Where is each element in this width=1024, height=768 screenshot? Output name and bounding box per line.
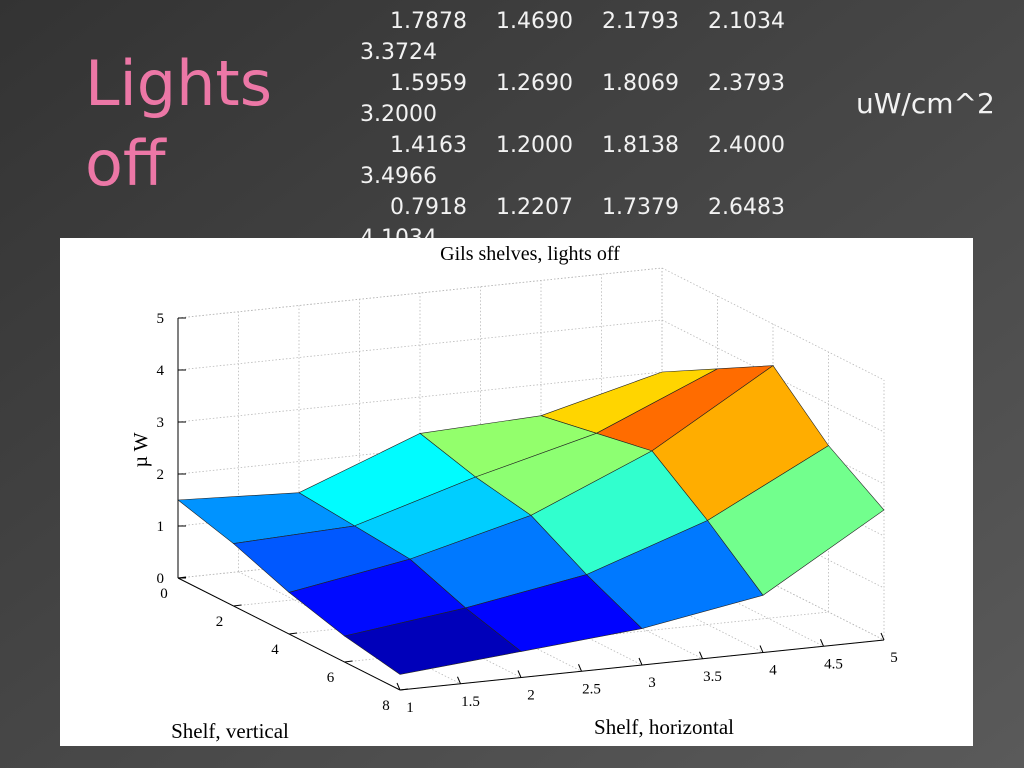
table-cell: 0.7918 <box>390 195 467 220</box>
table-cell: 1.2000 <box>496 133 573 158</box>
tick-mark <box>399 688 409 691</box>
grid-line <box>661 267 885 381</box>
y-tick-label: 6 <box>327 670 335 686</box>
tick-mark <box>578 664 582 672</box>
x-tick-label: 4 <box>769 663 777 679</box>
chart-title: Gils shelves, lights off <box>440 243 620 265</box>
table-cell: 3.3724 <box>360 40 437 65</box>
x-tick-label: 3 <box>648 675 656 691</box>
y-axis-label: Shelf, vertical <box>171 719 289 743</box>
table-cell: 2.4000 <box>708 133 785 158</box>
grid-line <box>661 475 885 589</box>
table-cell: 2.3793 <box>708 71 785 96</box>
tick-mark <box>880 632 885 641</box>
grid-line <box>661 371 885 485</box>
surface-face <box>343 607 522 675</box>
z-tick-label: 4 <box>157 363 165 379</box>
x-tick-label: 5 <box>890 650 898 666</box>
grid-line <box>601 533 824 647</box>
x-tick-label: 2.5 <box>582 681 601 697</box>
grid-line <box>177 371 663 423</box>
grid-line <box>359 558 582 672</box>
table-cell: 3.4966 <box>360 164 437 189</box>
tick-mark <box>344 660 353 663</box>
unit-label: uW/cm^2 <box>856 87 995 120</box>
tick-mark <box>457 676 461 684</box>
slide-title: Lights off <box>85 47 272 200</box>
grid-line <box>480 546 703 660</box>
z-tick-label: 2 <box>157 467 165 483</box>
grid-line <box>177 423 663 475</box>
tick-mark <box>233 604 242 607</box>
table-cell: 1.8138 <box>602 133 679 158</box>
tick-mark <box>759 645 764 653</box>
y-tick-label: 8 <box>382 698 390 714</box>
x-tick-label: 1 <box>406 700 414 716</box>
z-tick-label: 5 <box>157 311 165 327</box>
table-cell: 1.7878 <box>390 9 467 34</box>
z-tick-label: 3 <box>157 415 165 431</box>
grid-line <box>419 552 643 666</box>
y-tick-label: 0 <box>160 586 168 602</box>
table-cell: 2.1034 <box>708 9 785 34</box>
table-cell: 2.6483 <box>708 195 785 220</box>
table-cell: 1.2207 <box>496 195 573 220</box>
y-tick-label: 2 <box>216 614 224 630</box>
tick-mark <box>396 682 401 691</box>
grid-line <box>177 267 663 319</box>
tick-mark <box>288 632 298 635</box>
table-cell: 1.7379 <box>602 195 679 220</box>
table-cell: 3.2000 <box>360 102 437 127</box>
z-tick-label: 0 <box>157 571 165 587</box>
x-axis-label: Shelf, horizontal <box>594 715 734 739</box>
grid-line <box>540 540 764 653</box>
x-tick-label: 1.5 <box>461 694 480 710</box>
table-cell: 1.8069 <box>602 71 679 96</box>
grid-line <box>177 319 663 371</box>
z-tick-label: 1 <box>157 519 165 535</box>
table-cell: 1.5959 <box>390 71 467 96</box>
tick-mark <box>177 576 187 579</box>
tick-mark <box>638 657 643 666</box>
z-axis-label: µ W <box>130 432 152 467</box>
grid-line <box>298 565 522 678</box>
table-cell: 1.2690 <box>496 71 573 96</box>
tick-mark <box>699 651 703 659</box>
x-tick-label: 3.5 <box>703 669 722 685</box>
tick-mark <box>517 670 522 678</box>
grid-line <box>661 527 885 641</box>
table-cell: 2.1793 <box>602 9 679 34</box>
grid-line <box>661 319 885 433</box>
grid-line <box>177 527 663 579</box>
y-tick-label: 4 <box>271 642 279 658</box>
x-tick-label: 4.5 <box>824 656 843 672</box>
table-cell: 1.4163 <box>390 133 467 158</box>
x-tick-label: 2 <box>527 688 535 704</box>
value-table: 1.7878 1.4690 2.1793 2.1034 3.3724 1.5959 1.26… <box>360 9 785 251</box>
table-cell: 1.4690 <box>496 9 573 34</box>
tick-mark <box>820 639 824 647</box>
